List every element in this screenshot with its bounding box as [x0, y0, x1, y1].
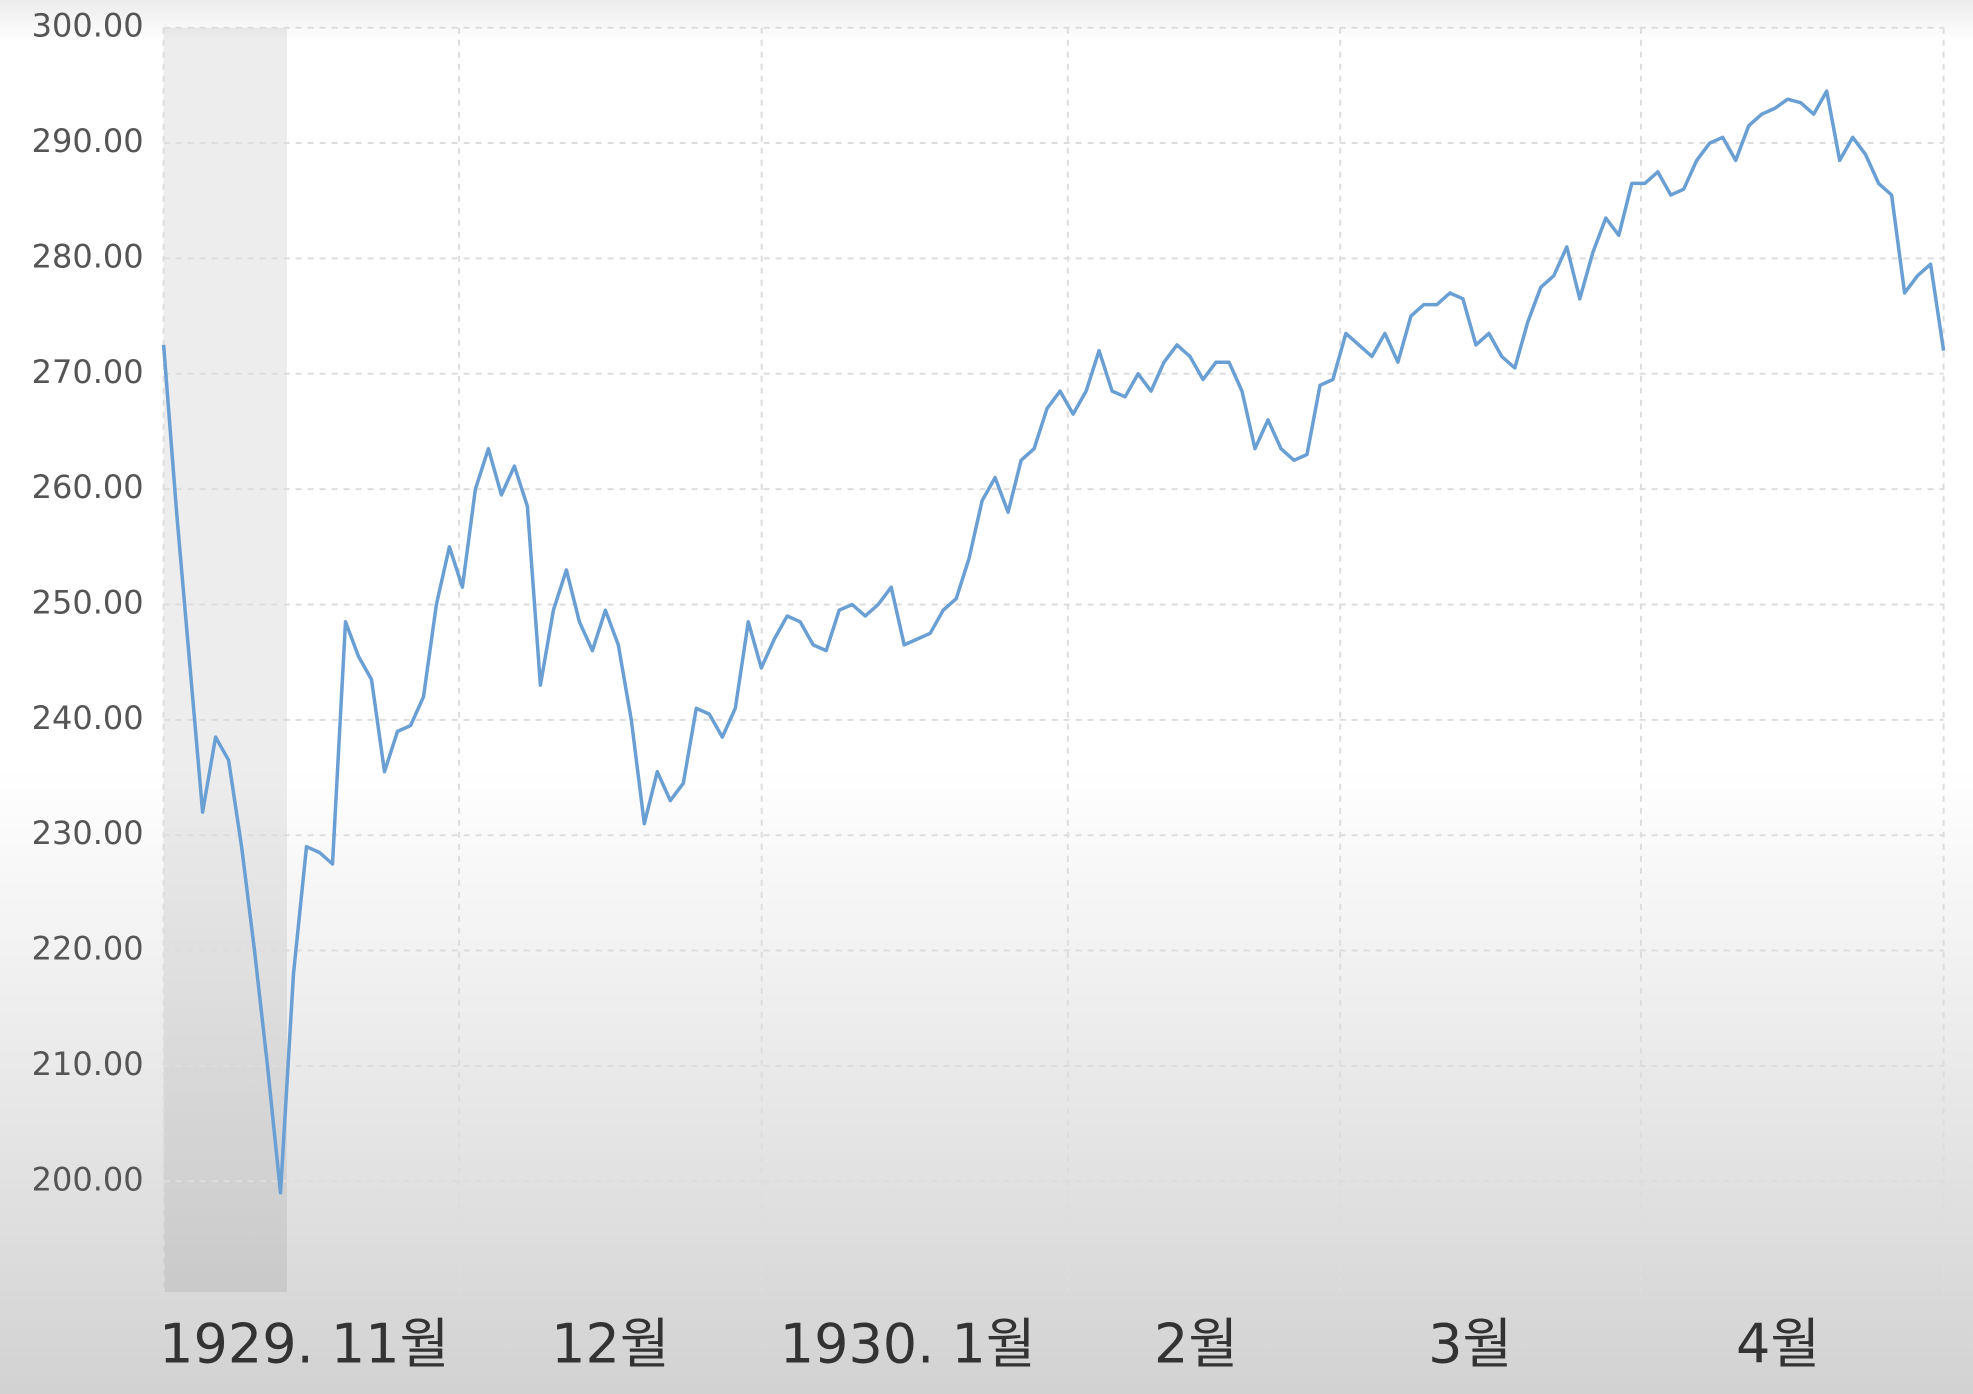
y-tick-label: 220.00 [32, 930, 144, 968]
x-tick-label: 12월 [551, 1313, 669, 1376]
x-tick-label: 2월 [1154, 1313, 1238, 1376]
y-tick-label: 250.00 [32, 583, 144, 621]
x-tick-label: 4월 [1736, 1313, 1820, 1376]
y-tick-label: 280.00 [32, 237, 144, 275]
shaded-region [163, 27, 287, 1293]
y-tick-label: 290.00 [32, 122, 144, 160]
y-tick-label: 270.00 [32, 353, 144, 391]
y-tick-label: 240.00 [32, 699, 144, 737]
price-line [161, 89, 1946, 1195]
x-tick-label: 1929. 11월 [159, 1313, 449, 1376]
y-tick-label: 300.00 [32, 7, 144, 45]
x-tick-label: 3월 [1428, 1313, 1512, 1376]
y-tick-label: 230.00 [32, 814, 144, 852]
x-tick-label: 1930. 1월 [780, 1313, 1036, 1376]
y-tick-label: 200.00 [32, 1160, 144, 1198]
y-tick-label: 210.00 [32, 1045, 144, 1083]
y-tick-label: 260.00 [32, 468, 144, 506]
